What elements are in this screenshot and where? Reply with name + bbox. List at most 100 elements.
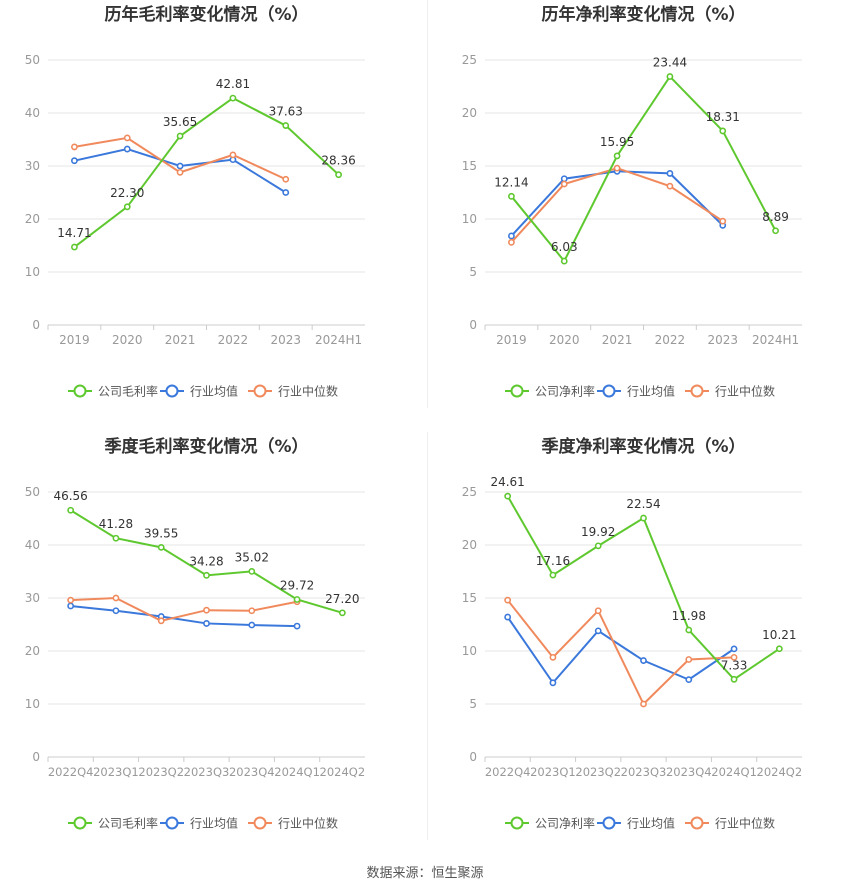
y-tick-label: 0: [32, 318, 40, 332]
data-label: 41.28: [99, 517, 133, 531]
data-point-industry_median: [613, 164, 621, 172]
data-point-industry_median: [666, 182, 674, 190]
data-label: 8.89: [762, 210, 789, 224]
chart-title: 历年毛利率变化情况（%）: [104, 4, 308, 25]
x-tick-label: 2022Q4: [485, 765, 531, 779]
legend-item-company[interactable]: 公司毛利率: [68, 816, 158, 831]
legend[interactable]: 公司毛利率 行业均值 行业中位数: [68, 384, 338, 399]
data-point-company: [730, 675, 738, 683]
legend-item-industry_avg[interactable]: 行业均值: [160, 384, 238, 399]
x-tick-label: 2023Q4: [229, 765, 275, 779]
y-tick-label: 50: [25, 485, 40, 499]
legend-item-industry_median[interactable]: 行业中位数: [685, 384, 775, 399]
data-point-industry_median: [282, 175, 290, 183]
legend-item-industry_avg[interactable]: 行业均值: [160, 816, 238, 831]
legend-swatch-marker: [165, 384, 179, 398]
data-point-company: [549, 571, 557, 579]
data-label: 24.61: [490, 475, 524, 489]
x-tick-label: 2020: [112, 333, 143, 347]
data-label: 11.98: [672, 609, 706, 623]
data-point-company: [248, 567, 256, 575]
x-tick-label: 2024Q1: [711, 765, 757, 779]
y-tick-label: 50: [25, 53, 40, 67]
legend-swatch-marker: [253, 384, 267, 398]
x-tick-label: 2022: [655, 333, 686, 347]
data-point-industry_avg: [71, 157, 78, 165]
legend-item-industry_avg[interactable]: 行业均值: [597, 816, 675, 831]
legend-swatch-marker: [73, 384, 87, 398]
data-label: 15.95: [600, 135, 634, 149]
data-label: 6.03: [551, 240, 578, 254]
y-tick-label: 0: [469, 318, 477, 332]
vertical-divider-top: [427, 0, 428, 408]
data-label: 10.21: [762, 628, 796, 642]
legend-swatch-marker: [690, 384, 704, 398]
legend-item-industry_median[interactable]: 行业中位数: [248, 384, 338, 399]
legend-item-industry_median[interactable]: 行业中位数: [685, 816, 775, 831]
data-label: 19.92: [581, 525, 615, 539]
y-tick-label: 5: [469, 697, 477, 711]
data-point-industry_avg: [508, 232, 515, 240]
data-point-industry_avg: [504, 613, 512, 621]
data-point-company: [594, 542, 602, 550]
data-source-label: 数据来源：恒生聚源: [366, 866, 484, 881]
data-point-industry_avg: [560, 175, 568, 183]
legend[interactable]: 公司毛利率 行业均值 行业中位数: [68, 816, 338, 831]
legend[interactable]: 公司净利率 行业均值 行业中位数: [505, 816, 775, 831]
legend[interactable]: 公司净利率 行业均值 行业中位数: [505, 384, 775, 399]
data-point-industry_avg: [67, 602, 75, 610]
x-tick-label: 2023Q4: [666, 765, 712, 779]
series-line-industry_avg: [506, 616, 735, 685]
y-tick-label: 30: [25, 159, 40, 173]
legend-swatch-marker: [510, 816, 524, 830]
data-point-company: [772, 227, 779, 235]
data-point-company: [666, 73, 674, 80]
series-line-industry_median: [510, 167, 724, 243]
data-label: 42.81: [216, 77, 250, 91]
data-point-industry_avg: [685, 676, 693, 684]
data-point-industry_avg: [549, 679, 557, 687]
x-tick-label: 2023Q3: [621, 765, 667, 779]
legend-label: 公司净利率: [535, 816, 595, 831]
data-point-company: [613, 152, 621, 160]
legend-item-company[interactable]: 公司净利率: [505, 384, 595, 399]
legend-item-industry_avg[interactable]: 行业均值: [597, 384, 675, 399]
data-point-industry_median: [123, 134, 131, 142]
y-tick-label: 20: [462, 538, 477, 552]
data-point-industry_median: [157, 617, 165, 625]
y-tick-label: 20: [25, 212, 40, 226]
x-tick-label: 2023: [707, 333, 738, 347]
data-point-industry_avg: [123, 145, 131, 153]
y-tick-label: 40: [25, 538, 40, 552]
data-point-company: [560, 257, 568, 265]
data-label: 12.14: [494, 175, 528, 189]
legend-item-company[interactable]: 公司毛利率: [68, 384, 158, 399]
x-tick-label: 2024H1: [752, 333, 799, 347]
legend-item-industry_median[interactable]: 行业中位数: [248, 816, 338, 831]
data-label: 46.56: [53, 489, 87, 503]
x-tick-label: 2023Q1: [530, 765, 576, 779]
data-point-company: [176, 132, 184, 140]
data-point-industry_avg: [666, 170, 674, 177]
data-point-industry_avg: [293, 622, 301, 630]
x-tick-label: 2024Q1: [274, 765, 320, 779]
series-line-industry_median: [70, 596, 298, 622]
data-point-industry_avg: [640, 657, 647, 664]
data-point-company: [67, 506, 75, 514]
data-point-industry_avg: [248, 621, 256, 629]
y-tick-label: 25: [462, 53, 477, 67]
legend-label: 行业中位数: [715, 816, 775, 831]
y-tick-label: 10: [462, 644, 477, 658]
y-tick-label: 40: [25, 106, 40, 120]
data-point-company: [719, 127, 727, 135]
y-tick-label: 0: [469, 750, 477, 764]
legend-item-company[interactable]: 公司净利率: [505, 816, 595, 831]
data-label: 37.63: [269, 105, 303, 119]
y-tick-label: 30: [25, 591, 40, 605]
y-tick-label: 20: [25, 644, 40, 658]
data-label: 7.33: [721, 658, 748, 672]
x-tick-label: 2021: [602, 333, 633, 347]
data-point-industry_median: [203, 606, 210, 614]
